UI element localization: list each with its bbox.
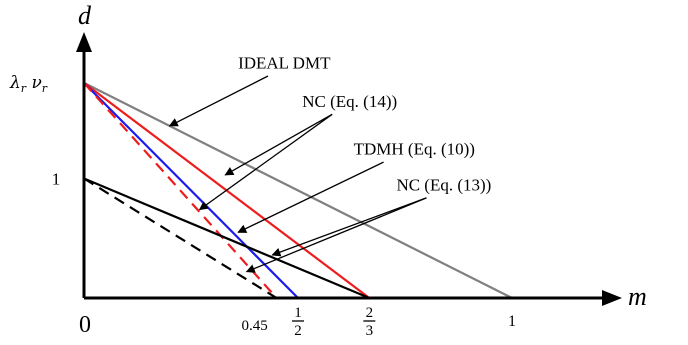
series-line-4: [83, 82, 278, 299]
fraction-denominator: 2: [294, 323, 302, 339]
series-layer: [83, 81, 513, 300]
y-tick-label-2: λr νr: [9, 73, 48, 95]
annotation-arrow-3-1: [237, 161, 384, 233]
x-tick-label-4: 23: [363, 305, 376, 339]
axes: [76, 32, 622, 306]
series-line-1: [83, 81, 513, 299]
series-line-5: [83, 177, 370, 300]
x-tick-label-3: 12: [292, 305, 304, 339]
y-axis-label: d: [78, 1, 92, 30]
x-tick-label-1: 0: [79, 312, 91, 338]
fraction-numerator: 1: [294, 305, 302, 321]
series-line-3: [83, 82, 299, 299]
annotation-label-4: NC (Eq. (13)): [396, 175, 491, 194]
fraction-numerator: 2: [366, 305, 374, 321]
annotation-arrow-1-1: [168, 75, 269, 127]
annotation-arrow-2-2: [198, 113, 333, 211]
fraction-denominator: 3: [366, 323, 374, 339]
y-axis-arrowhead: [76, 32, 92, 52]
annotations: IDEAL DMT NC (Eq. (14)) TDMH (Eq. (10)) NC …: [168, 54, 491, 273]
annotation-label-1: IDEAL DMT: [238, 54, 331, 73]
annotation-label-2: NC (Eq. (14)): [302, 92, 397, 111]
annotation-arrow-4-1: [271, 197, 427, 257]
series-line-6: [83, 177, 278, 299]
annotation-arrow-4-2: [245, 197, 427, 273]
x-tick-label-5: 1: [508, 313, 516, 330]
annotation-label-3: TDMH (Eq. (10)): [354, 140, 475, 159]
x-axis-label: m: [628, 282, 647, 311]
x-tick-label-2: 0.45: [241, 318, 267, 334]
annotation-arrow-2-1: [224, 113, 333, 176]
y-tick-label-1: 1: [52, 170, 61, 189]
x-axis-arrowhead: [602, 290, 622, 306]
